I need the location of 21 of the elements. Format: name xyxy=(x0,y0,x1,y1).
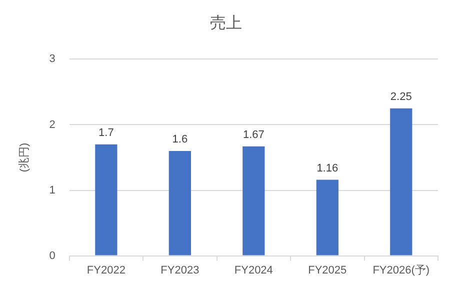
x-tick-label: FY2025 xyxy=(308,264,347,276)
data-label: 1.7 xyxy=(98,126,114,139)
bar xyxy=(168,150,191,256)
bar xyxy=(316,180,338,256)
x-tick-label: FY2022 xyxy=(86,264,126,276)
bar xyxy=(390,108,412,256)
data-label: 2.25 xyxy=(390,90,412,103)
bar xyxy=(95,144,118,256)
y-tick-label: 3 xyxy=(49,53,56,66)
x-tick-label: FY2024 xyxy=(234,264,273,276)
x-tick-label: FY2026(予) xyxy=(372,264,430,276)
data-label: 1.16 xyxy=(316,162,338,174)
y-tick-label: 1 xyxy=(49,184,56,196)
x-tick-label: FY2023 xyxy=(160,264,200,276)
y-tick-label: 0 xyxy=(49,250,56,262)
y-tick-label: 2 xyxy=(49,118,56,131)
chart-title: 売上 xyxy=(210,14,242,32)
data-label: 1.67 xyxy=(242,128,264,141)
data-label: 1.6 xyxy=(172,133,188,146)
bar xyxy=(242,146,265,256)
y-axis-title: (兆円) xyxy=(18,142,31,172)
